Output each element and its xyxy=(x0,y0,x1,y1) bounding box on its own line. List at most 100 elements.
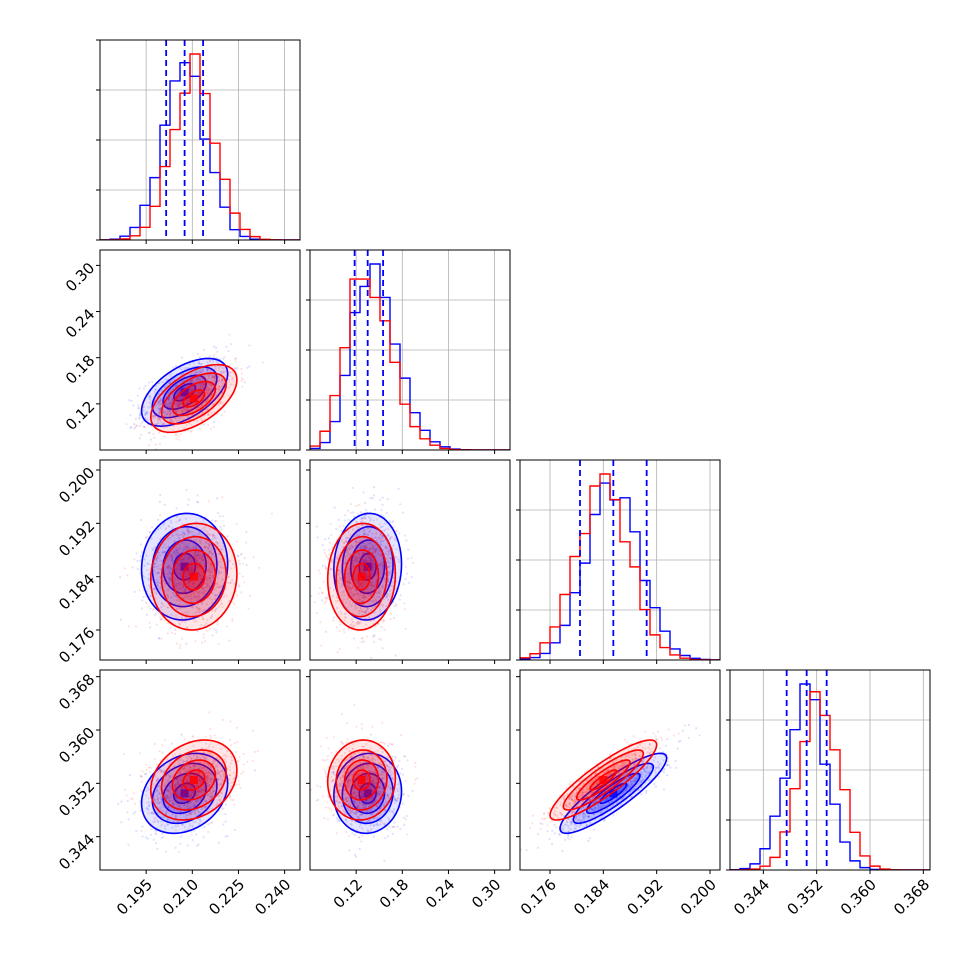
sample-point xyxy=(204,546,207,549)
sample-point xyxy=(207,568,210,571)
sample-point xyxy=(202,595,205,598)
sample-point xyxy=(200,541,203,545)
sample-point xyxy=(219,402,222,405)
sample-point xyxy=(214,597,217,600)
sample-point xyxy=(385,557,388,560)
sample-point xyxy=(179,573,182,576)
sample-point xyxy=(198,566,201,569)
sample-point xyxy=(173,409,177,412)
sample-point xyxy=(132,404,135,407)
sample-point xyxy=(179,593,182,596)
sample-point xyxy=(335,527,338,530)
sample-point xyxy=(126,811,129,814)
sample-point xyxy=(180,372,183,375)
sample-point xyxy=(372,640,376,644)
sample-point xyxy=(149,400,152,403)
sample-point xyxy=(168,380,172,383)
sample-point xyxy=(200,370,204,374)
sample-point xyxy=(208,376,211,379)
sample-point xyxy=(165,546,168,549)
sample-point xyxy=(206,378,209,381)
sample-point xyxy=(185,549,188,552)
sample-point xyxy=(236,740,239,744)
sample-point xyxy=(164,551,167,554)
sample-point xyxy=(144,536,147,539)
sample-point xyxy=(362,533,366,536)
sample-point xyxy=(159,526,162,529)
sample-point xyxy=(210,390,213,393)
sample-point xyxy=(168,409,171,413)
sample-point xyxy=(161,580,165,583)
sample-point xyxy=(222,357,225,361)
sample-point xyxy=(148,605,151,608)
sample-point xyxy=(238,572,241,575)
sample-point xyxy=(133,558,136,561)
sample-point xyxy=(193,553,196,556)
sample-point xyxy=(174,418,178,422)
sample-point xyxy=(221,496,224,499)
sample-point xyxy=(206,586,209,589)
histogram-panel-1 xyxy=(306,249,511,454)
sample-point xyxy=(337,518,340,522)
sample-point xyxy=(355,569,358,572)
sample-point xyxy=(378,567,381,570)
sample-point xyxy=(378,498,381,501)
sample-point xyxy=(148,823,151,826)
sample-point xyxy=(171,560,174,563)
sample-point xyxy=(151,415,154,418)
sample-point xyxy=(186,529,189,532)
sample-point xyxy=(341,565,344,568)
sample-point xyxy=(233,582,236,586)
sample-point xyxy=(147,381,151,384)
sample-point xyxy=(361,596,364,599)
x-tick-label: 0.352 xyxy=(783,876,826,919)
sample-point xyxy=(174,403,177,406)
sample-point xyxy=(153,565,156,568)
sample-point xyxy=(208,543,211,547)
sample-point xyxy=(154,388,157,392)
sample-point xyxy=(376,552,380,556)
sample-point xyxy=(180,368,183,371)
sample-point xyxy=(166,606,170,609)
sample-point xyxy=(237,559,241,562)
sample-point xyxy=(140,518,143,522)
sample-point xyxy=(354,540,357,544)
sample-point xyxy=(373,634,376,637)
sample-point xyxy=(197,595,201,598)
sample-point xyxy=(175,507,178,510)
sample-point xyxy=(363,545,367,548)
sample-point xyxy=(363,514,366,517)
sample-point xyxy=(180,620,183,624)
sample-point xyxy=(190,595,193,598)
sample-point xyxy=(228,386,231,389)
sample-point xyxy=(228,333,231,336)
sample-point xyxy=(360,600,364,603)
sample-point xyxy=(202,377,205,380)
sample-point xyxy=(176,403,179,406)
sample-point xyxy=(206,533,209,537)
sample-point xyxy=(181,592,184,595)
sample-point xyxy=(190,567,193,570)
sample-point xyxy=(389,557,392,560)
sample-point xyxy=(154,388,157,391)
sample-point xyxy=(229,375,232,378)
sample-point xyxy=(223,567,226,570)
sample-point xyxy=(158,750,161,753)
sample-point xyxy=(199,393,202,396)
sample-point xyxy=(208,543,211,546)
sample-point xyxy=(360,520,363,524)
sample-point xyxy=(386,580,390,583)
sample-point xyxy=(317,569,320,572)
sample-point xyxy=(174,829,177,832)
sample-point xyxy=(357,592,361,595)
sample-point xyxy=(158,407,162,410)
sample-point xyxy=(183,565,186,569)
sample-point xyxy=(184,611,187,614)
sample-point xyxy=(211,357,214,360)
sample-point xyxy=(215,631,218,634)
sample-point xyxy=(374,567,377,570)
sample-point xyxy=(186,584,190,587)
sample-point xyxy=(152,432,155,435)
sample-point xyxy=(200,591,203,594)
sample-point xyxy=(176,546,179,550)
